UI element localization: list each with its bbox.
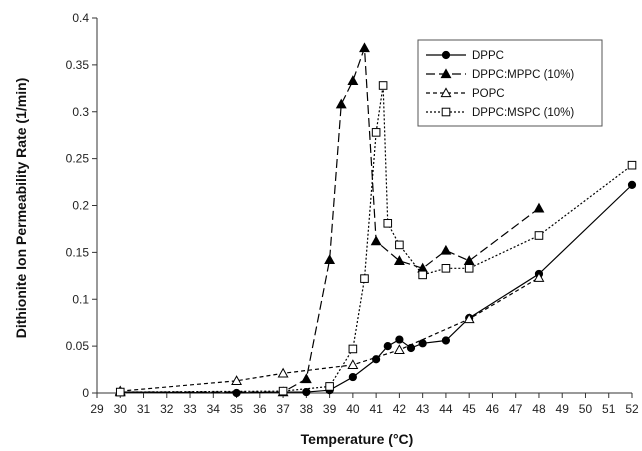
data-point bbox=[418, 270, 427, 280]
data-point bbox=[534, 231, 544, 240]
y-axis-ticks: 0 0.05 0.1 0.15 0.2 0.25 0.3 0.35 0.4 bbox=[66, 11, 97, 400]
data-point bbox=[370, 235, 382, 246]
series-0 bbox=[116, 180, 637, 398]
data-point bbox=[232, 388, 241, 398]
data-point bbox=[383, 219, 393, 228]
data-point bbox=[393, 255, 405, 265]
data-point bbox=[115, 387, 125, 397]
y-tick-label: 0 bbox=[82, 386, 89, 400]
data-point bbox=[533, 202, 545, 213]
legend-marker bbox=[440, 68, 452, 79]
legend-label: DPPC bbox=[472, 50, 504, 62]
x-tick-label: 50 bbox=[579, 402, 593, 416]
data-point bbox=[395, 335, 404, 344]
series-3 bbox=[115, 81, 637, 397]
x-tick-label: 44 bbox=[439, 402, 453, 416]
data-point bbox=[359, 42, 370, 53]
y-tick-label: 0.2 bbox=[72, 199, 89, 213]
data-point bbox=[347, 75, 359, 85]
y-tick-label: 0.4 bbox=[72, 11, 89, 25]
data-point bbox=[395, 240, 404, 250]
y-tick-label: 0.15 bbox=[66, 245, 90, 259]
x-tick-label: 34 bbox=[207, 402, 221, 416]
legend: DPPC DPPC:MPPC (10%) POPC DPPC:MSPC (10%) bbox=[417, 39, 603, 127]
legend-label: DPPC:MSPC (10%) bbox=[472, 107, 574, 119]
data-point bbox=[302, 387, 311, 397]
data-point bbox=[627, 180, 637, 189]
x-tick-label: 29 bbox=[90, 402, 104, 416]
x-tick-label: 39 bbox=[323, 402, 337, 416]
x-tick-label: 52 bbox=[625, 402, 639, 416]
x-tick-label: 46 bbox=[486, 402, 500, 416]
data-point bbox=[464, 264, 474, 273]
data-point bbox=[533, 272, 545, 282]
data-point bbox=[627, 160, 637, 170]
data-point bbox=[347, 359, 359, 370]
data-point bbox=[378, 81, 388, 90]
x-tick-label: 42 bbox=[393, 402, 407, 416]
data-point bbox=[441, 336, 451, 345]
plot-area: 0 0.05 0.1 0.15 0.2 0.25 0.3 0.35 0.4 29 30 31 32 33… bbox=[66, 11, 639, 416]
data-point bbox=[371, 128, 381, 137]
x-tick-label: 32 bbox=[160, 402, 174, 416]
x-tick-label: 45 bbox=[462, 402, 476, 416]
x-tick-label: 40 bbox=[346, 402, 360, 416]
series-2 bbox=[114, 272, 545, 396]
data-point bbox=[440, 244, 452, 255]
y-tick-label: 0.35 bbox=[66, 58, 90, 72]
data-point bbox=[441, 264, 451, 273]
data-point bbox=[393, 344, 405, 355]
y-tick-label: 0.3 bbox=[72, 105, 89, 119]
x-tick-label: 41 bbox=[369, 402, 383, 416]
x-tick-label: 49 bbox=[556, 402, 570, 416]
data-point bbox=[360, 274, 369, 283]
data-point bbox=[463, 255, 475, 265]
x-tick-label: 38 bbox=[300, 402, 314, 416]
data-point bbox=[278, 386, 288, 396]
data-point bbox=[372, 355, 381, 364]
x-tick-label: 47 bbox=[509, 402, 523, 416]
data-point bbox=[300, 373, 312, 384]
x-tick-label: 30 bbox=[114, 402, 128, 416]
x-tick-label: 31 bbox=[137, 402, 151, 416]
legend-item: DPPC:MPPC (10%) bbox=[426, 68, 574, 81]
data-point bbox=[348, 344, 358, 354]
legend-marker bbox=[441, 107, 451, 117]
data-point bbox=[406, 343, 416, 353]
data-point bbox=[463, 313, 475, 324]
data-point bbox=[383, 342, 392, 351]
series-line bbox=[120, 277, 540, 392]
legend-item: POPC bbox=[426, 87, 505, 100]
legend-label: DPPC:MPPC (10%) bbox=[472, 69, 574, 81]
series-layer bbox=[114, 42, 637, 398]
x-tick-label: 33 bbox=[183, 402, 197, 416]
y-tick-label: 0.25 bbox=[66, 152, 90, 166]
y-tick-label: 0.1 bbox=[72, 292, 89, 306]
x-tick-label: 48 bbox=[532, 402, 546, 416]
x-tick-label: 37 bbox=[276, 402, 290, 416]
data-point bbox=[348, 372, 357, 382]
y-axis-title: Dithionite Ion Permeability Rate (1/min) bbox=[13, 78, 29, 339]
x-tick-label: 43 bbox=[416, 402, 430, 416]
data-point bbox=[418, 339, 427, 348]
x-tick-label: 51 bbox=[602, 402, 616, 416]
x-tick-label: 36 bbox=[253, 402, 267, 416]
y-tick-label: 0.05 bbox=[66, 339, 90, 353]
data-point bbox=[231, 375, 243, 385]
x-tick-label: 35 bbox=[230, 402, 244, 416]
data-point bbox=[277, 367, 289, 378]
legend-marker bbox=[440, 87, 452, 98]
data-point bbox=[324, 254, 336, 265]
legend-marker bbox=[441, 50, 451, 60]
x-axis-title: Temperature (°C) bbox=[301, 431, 414, 447]
legend-label: POPC bbox=[472, 88, 505, 100]
x-axis-ticks: 29 30 31 32 33 34 35 36 37 38 39 40 41 42 43 44 45 46 47 48… bbox=[90, 393, 639, 416]
data-point bbox=[335, 98, 347, 109]
data-point bbox=[325, 382, 334, 391]
series-line bbox=[120, 85, 633, 393]
legend-item: DPPC:MSPC (10%) bbox=[426, 107, 574, 119]
legend-item: DPPC bbox=[426, 50, 504, 62]
